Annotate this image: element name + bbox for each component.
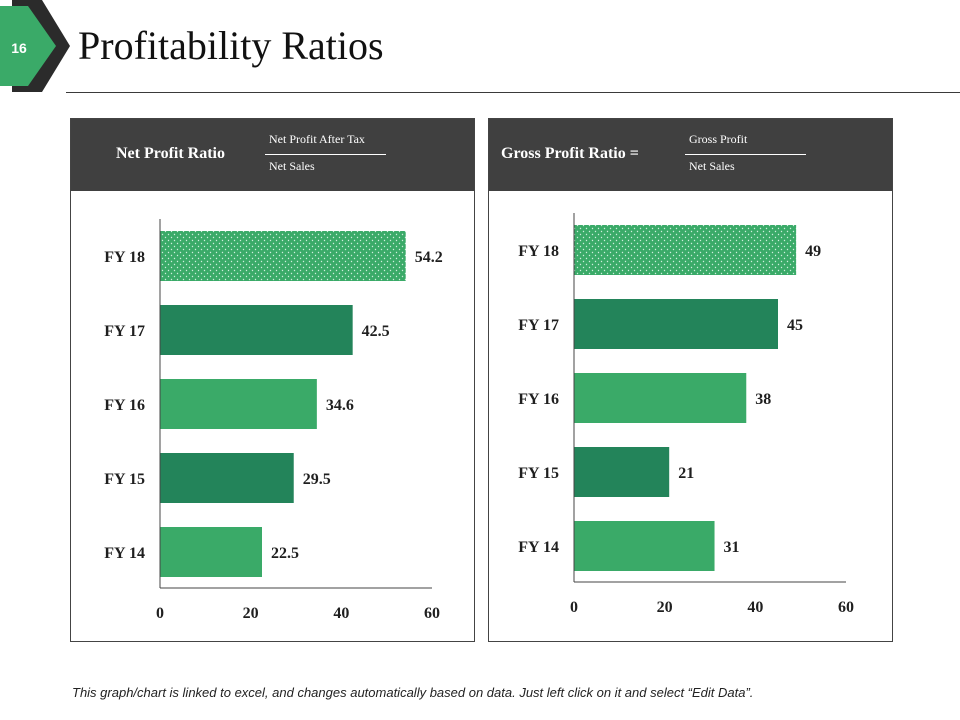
category-label: FY 16 [518,391,559,408]
x-tick-label: 60 [838,599,854,616]
ratio-name: Net Profit Ratio [116,145,225,162]
x-tick-label: 20 [243,605,259,622]
x-tick-label: 0 [156,605,164,622]
category-label: FY 17 [518,317,559,334]
bar-fy-14 [574,521,715,571]
fraction-bar [265,154,386,155]
x-tick-label: 20 [657,599,673,616]
slide-number-badge [0,0,70,92]
bar-fy-18 [574,225,797,275]
category-label: FY 16 [104,397,145,414]
x-tick-label: 0 [570,599,578,616]
category-label: FY 17 [104,323,145,340]
ratio-name: Gross Profit Ratio = [501,145,639,162]
formula-numerator: Net Profit After Tax [269,132,365,146]
category-label: FY 14 [104,545,145,562]
category-label: FY 18 [518,243,559,260]
data-label: 38 [755,391,771,408]
data-label: 34.6 [326,397,354,414]
bar-fy-17 [160,305,353,355]
net-profit-ratio-panel: Net Profit Ratio Net Profit After Tax Ne… [70,118,475,642]
gross-profit-bar-chart: FY 18 49 FY 17 45 FY 16 38 FY 15 21 FY 14 31 0 20 40… [518,213,854,616]
category-label: FY 15 [518,465,559,482]
net-profit-bar-chart: FY 18 54.2 FY 17 42.5 FY 16 34.6 FY 15 29.5 FY 1… [104,219,443,622]
bar-fy-15 [160,453,294,503]
bar-fy-16 [574,373,747,423]
data-label: 42.5 [362,323,390,340]
x-tick-label: 40 [747,599,763,616]
bar-fy-15 [574,447,670,497]
panel-header: Net Profit Ratio Net Profit After Tax Ne… [71,119,474,191]
footnote: This graph/chart is linked to excel, and… [72,685,754,700]
formula-numerator: Gross Profit [689,132,748,146]
slide-title: Profitability Ratios [78,23,384,68]
data-label: 21 [678,465,694,482]
category-label: FY 15 [104,471,145,488]
x-tick-label: 40 [333,605,349,622]
formula-denominator: Net Sales [269,159,315,173]
bar-fy-14 [160,527,262,577]
data-label: 54.2 [415,249,443,266]
data-label: 29.5 [303,471,331,488]
formula-denominator: Net Sales [689,159,735,173]
fraction-bar [685,154,806,155]
slide-number: 16 [11,40,27,56]
bar-fy-16 [160,379,317,429]
x-tick-label: 60 [424,605,440,622]
title-divider [66,92,960,93]
bar-fy-17 [574,299,778,349]
data-label: 49 [805,243,821,260]
category-label: FY 18 [104,249,145,266]
panel-header: Gross Profit Ratio = Gross Profit Net Sa… [489,119,892,191]
gross-profit-ratio-panel: Gross Profit Ratio = Gross Profit Net Sa… [488,118,893,642]
bar-fy-18 [160,231,406,281]
data-label: 31 [724,539,740,556]
data-label: 45 [787,317,803,334]
category-label: FY 14 [518,539,559,556]
data-label: 22.5 [271,545,299,562]
